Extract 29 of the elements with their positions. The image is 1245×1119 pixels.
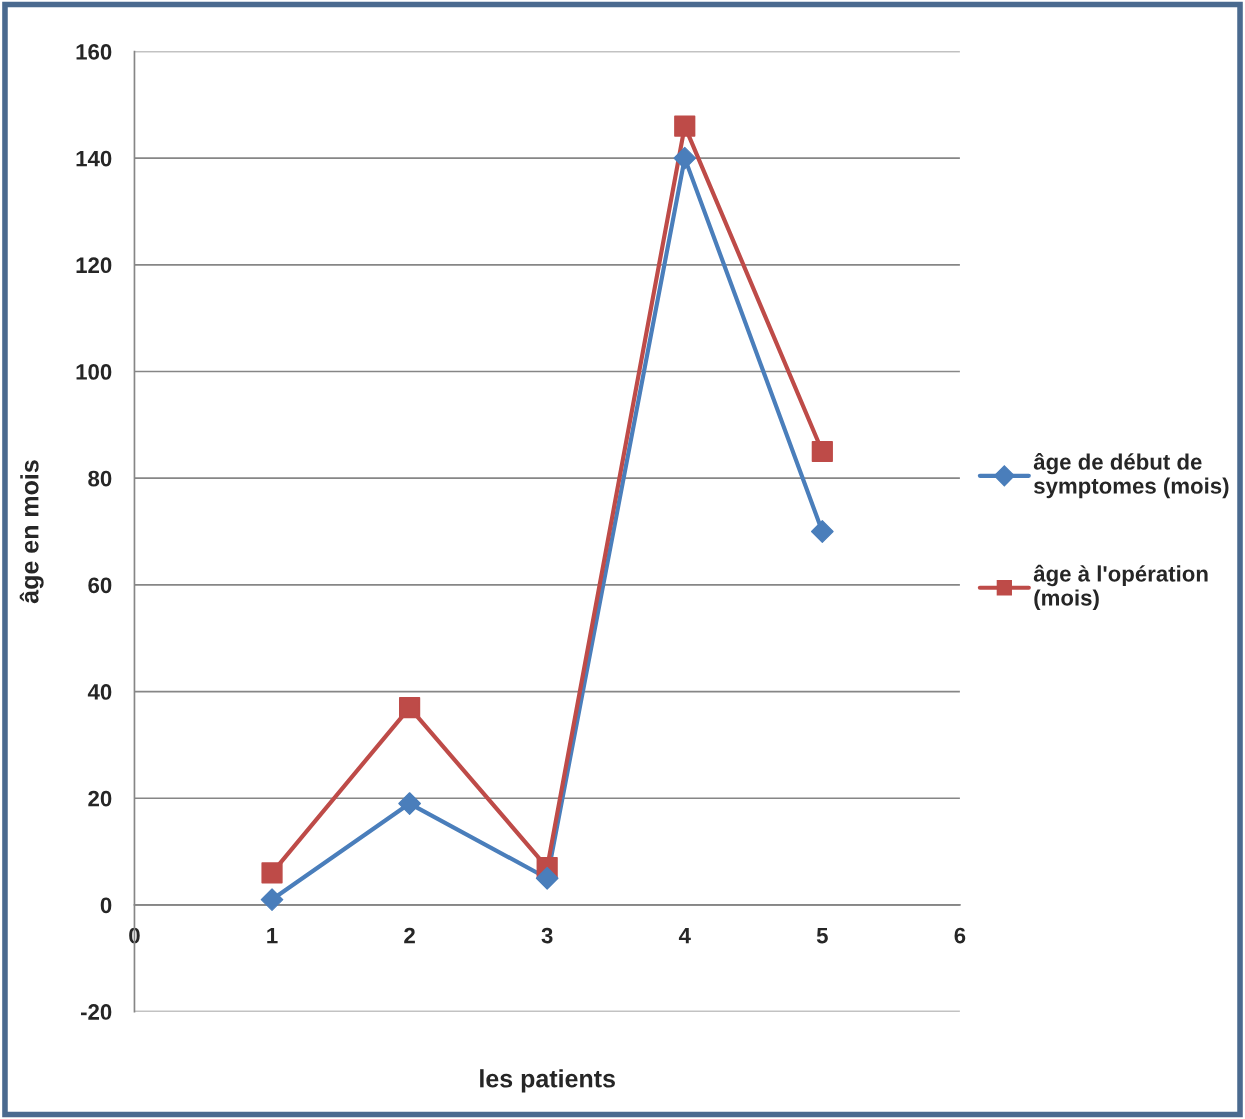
point [398,696,421,719]
x-tick-label: 3 [541,927,553,944]
x-axis-title: les patients [480,1069,615,1093]
y-tick-label: 160 [76,44,112,60]
y-tick-label: 140 [76,150,112,167]
x-tick-label: 5 [816,927,828,944]
y-tick-label: -20 [80,1004,112,1020]
point [398,792,421,815]
point [810,520,834,543]
y-tick-label: 60 [88,577,112,594]
legend-label: âge de début de symptomes (mois) [1033,452,1229,499]
x-tick-label: 6 [954,927,966,944]
point [261,862,283,884]
y-tick-label: 40 [87,684,112,700]
y-tick-label: 100 [76,364,112,380]
y-tick-label: 120 [76,257,112,274]
point [260,888,284,911]
point [674,115,696,137]
x-tick-label: 4 [678,927,691,944]
point [673,146,697,170]
legend-label: âge à l'opération (mois) [1033,564,1208,611]
x-tick-label: 1 [267,927,278,944]
point [535,866,559,890]
x-tick-label: 2 [404,927,415,944]
y-tick-label: 20 [88,790,112,807]
point [811,440,833,463]
y-axis-title: âge en mois [19,460,44,604]
y-tick-label: 0 [100,897,112,914]
y-tick-label: 80 [88,470,112,487]
